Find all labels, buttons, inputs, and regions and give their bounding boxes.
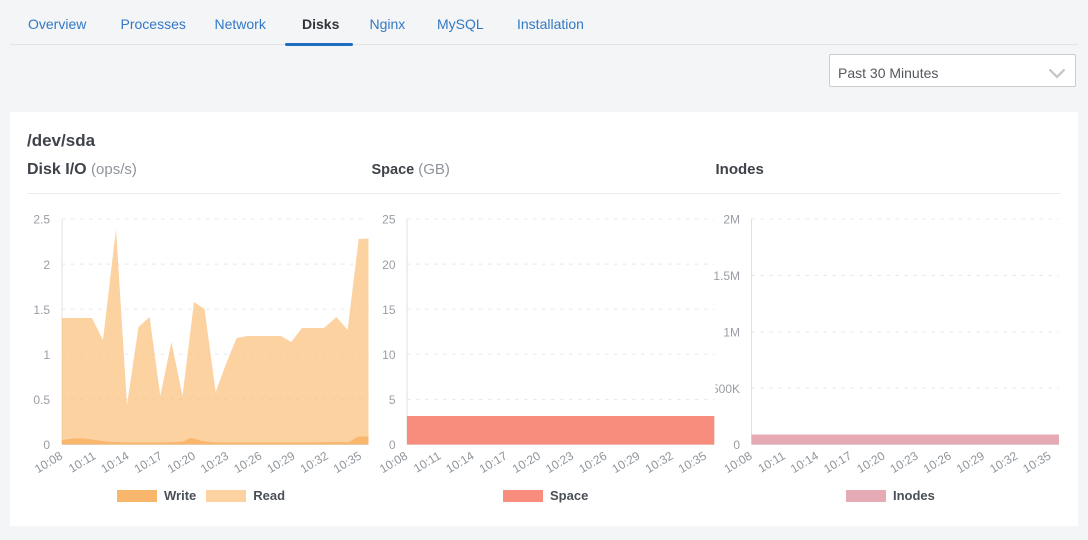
svg-text:10:23: 10:23 xyxy=(543,448,576,476)
svg-text:25: 25 xyxy=(382,213,396,227)
svg-text:2.5: 2.5 xyxy=(33,213,50,227)
svg-text:0: 0 xyxy=(389,438,396,452)
svg-text:10:20: 10:20 xyxy=(510,448,543,476)
svg-text:500K: 500K xyxy=(712,382,740,396)
svg-text:1: 1 xyxy=(43,348,50,362)
svg-text:5: 5 xyxy=(389,393,396,407)
svg-text:10:17: 10:17 xyxy=(821,448,854,476)
svg-text:10:26: 10:26 xyxy=(231,448,264,476)
svg-text:1.5M: 1.5M xyxy=(713,269,740,283)
svg-text:10:08: 10:08 xyxy=(722,448,755,476)
svg-text:10:32: 10:32 xyxy=(298,448,331,476)
svg-text:10:08: 10:08 xyxy=(32,448,65,476)
svg-text:10:23: 10:23 xyxy=(888,448,921,476)
svg-text:1.5: 1.5 xyxy=(33,303,50,317)
svg-text:10: 10 xyxy=(382,348,396,362)
svg-text:10:11: 10:11 xyxy=(66,448,98,475)
svg-text:10:35: 10:35 xyxy=(676,448,709,476)
svg-text:10:11: 10:11 xyxy=(756,448,788,475)
svg-text:10:20: 10:20 xyxy=(165,448,198,476)
svg-text:0: 0 xyxy=(43,438,50,452)
svg-text:15: 15 xyxy=(382,303,396,317)
svg-text:10:29: 10:29 xyxy=(264,448,297,476)
svg-text:10:20: 10:20 xyxy=(854,448,887,476)
svg-text:10:14: 10:14 xyxy=(443,448,476,476)
svg-text:1M: 1M xyxy=(723,325,740,339)
svg-text:10:23: 10:23 xyxy=(198,448,231,476)
svg-text:10:29: 10:29 xyxy=(954,448,987,476)
svg-text:10:29: 10:29 xyxy=(609,448,642,476)
svg-text:10:32: 10:32 xyxy=(987,448,1020,476)
svg-text:2M: 2M xyxy=(723,213,740,227)
svg-text:10:08: 10:08 xyxy=(377,448,410,476)
svg-text:10:26: 10:26 xyxy=(921,448,954,476)
svg-text:10:17: 10:17 xyxy=(132,448,165,476)
svg-text:0.5: 0.5 xyxy=(33,393,50,407)
svg-text:0: 0 xyxy=(733,438,740,452)
svg-text:10:35: 10:35 xyxy=(1020,448,1053,476)
svg-text:20: 20 xyxy=(382,258,396,272)
svg-text:10:35: 10:35 xyxy=(331,448,364,476)
svg-text:10:32: 10:32 xyxy=(643,448,676,476)
svg-text:2: 2 xyxy=(43,258,50,272)
svg-text:10:14: 10:14 xyxy=(788,448,821,476)
svg-text:10:11: 10:11 xyxy=(411,448,443,475)
svg-text:10:14: 10:14 xyxy=(98,448,131,476)
svg-text:10:17: 10:17 xyxy=(477,448,510,476)
svg-text:10:26: 10:26 xyxy=(576,448,609,476)
